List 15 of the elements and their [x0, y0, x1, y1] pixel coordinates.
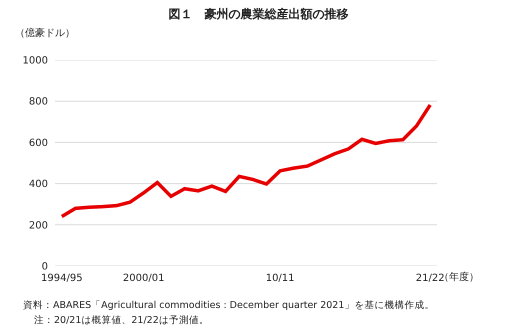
x-tick-label: 2000/01	[122, 273, 164, 284]
chart-title: 図１ 豪州の農業総産出額の推移	[168, 7, 348, 22]
text: 資料：ABARES「Agricultural commodities : December quarter 2021」を基に機構作成。	[23, 299, 434, 311]
y-tick-label: 200	[28, 220, 48, 232]
line-series	[60, 103, 432, 218]
y-tick-label: 600	[28, 138, 48, 149]
y-tick-label: 0	[42, 262, 48, 272]
y-tick-label: 800	[28, 96, 48, 108]
x-tick-label: 1994/95	[41, 273, 83, 284]
x-tick-label: 21/22	[416, 273, 445, 284]
y-tick-label: 1000	[22, 56, 48, 66]
x-tick-label: 10/11	[266, 273, 295, 284]
text: 注：20/21は概算値、21/22は予測値。	[34, 314, 209, 326]
y-tick-label: 400	[28, 179, 48, 190]
y-axis-title: （億豪ドル）	[15, 27, 75, 39]
